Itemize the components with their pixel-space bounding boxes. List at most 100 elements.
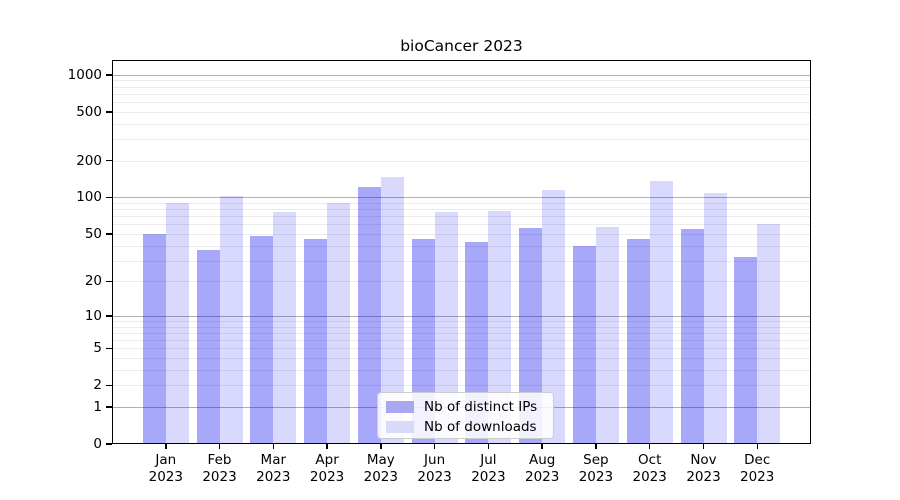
x-tick-mark bbox=[487, 444, 490, 449]
gridline-minor bbox=[112, 245, 811, 247]
x-tick-month: Jun bbox=[424, 452, 446, 468]
bar-distinct-ips bbox=[734, 257, 758, 444]
x-tick-year: 2023 bbox=[417, 469, 452, 485]
gridline-minor bbox=[112, 385, 811, 387]
bar-downloads bbox=[219, 196, 243, 444]
x-tick-year: 2023 bbox=[525, 469, 560, 485]
y-tick-label: 20 bbox=[84, 273, 102, 290]
bar-downloads bbox=[757, 224, 781, 444]
gridline-minor bbox=[112, 216, 811, 218]
gridline-minor bbox=[112, 321, 811, 322]
x-tick-label: Jul 2023 bbox=[460, 452, 516, 486]
x-tick-month: Jan bbox=[155, 452, 177, 468]
x-tick-label: Feb 2023 bbox=[192, 452, 248, 486]
x-tick-mark bbox=[272, 444, 275, 449]
y-tick-mark bbox=[106, 280, 112, 283]
gridline-minor bbox=[112, 86, 811, 88]
chart-title: bioCancer 2023 bbox=[400, 37, 523, 55]
y-tick-mark bbox=[106, 406, 112, 408]
y-tick-label: 5 bbox=[93, 340, 102, 357]
x-tick-mark bbox=[165, 444, 167, 449]
y-tick-label: 2 bbox=[93, 377, 102, 394]
x-tick-label: Mar 2023 bbox=[245, 452, 301, 486]
x-tick-mark bbox=[756, 444, 758, 449]
bar-distinct-ips bbox=[304, 239, 328, 444]
y-tick-mark bbox=[106, 315, 112, 317]
x-tick-month: Feb bbox=[207, 452, 232, 468]
y-tick-label: 50 bbox=[84, 225, 102, 242]
x-tick-label: Aug 2023 bbox=[514, 452, 570, 486]
bar-downloads bbox=[703, 192, 727, 444]
bar-downloads bbox=[434, 211, 458, 444]
x-tick-month: May bbox=[366, 452, 395, 468]
x-tick-label: Sep 2023 bbox=[568, 452, 624, 486]
x-tick-label: May 2023 bbox=[353, 452, 409, 486]
gridline-minor bbox=[112, 160, 811, 162]
bar-distinct-ips bbox=[572, 245, 596, 444]
x-tick-label: Jan 2023 bbox=[138, 452, 194, 486]
x-tick-month: Aug bbox=[529, 452, 556, 468]
gridline-minor bbox=[112, 233, 811, 235]
gridline-minor bbox=[112, 358, 811, 359]
legend-swatch-distinct-ips bbox=[386, 400, 414, 413]
x-tick-year: 2023 bbox=[148, 469, 183, 485]
x-tick-label: Jun 2023 bbox=[407, 452, 463, 486]
x-tick-month: Oct bbox=[638, 452, 662, 468]
y-tick-label: 0 bbox=[93, 436, 102, 452]
bar-downloads bbox=[327, 203, 351, 444]
x-tick-year: 2023 bbox=[471, 469, 506, 485]
legend-label-downloads: Nb of downloads bbox=[424, 418, 537, 435]
x-tick-month: Nov bbox=[690, 452, 717, 468]
x-tick-month: Mar bbox=[260, 452, 287, 468]
bar-distinct-ips bbox=[680, 228, 704, 444]
bar-distinct-ips bbox=[196, 249, 220, 444]
bar-downloads bbox=[273, 211, 297, 444]
y-tick-mark bbox=[106, 74, 112, 76]
y-tick-label: 1000 bbox=[67, 66, 102, 83]
bar-downloads bbox=[165, 203, 189, 444]
x-tick-mark bbox=[648, 444, 651, 449]
x-tick-year: 2023 bbox=[309, 469, 345, 485]
gridline-minor bbox=[112, 281, 811, 283]
x-tick-year: 2023 bbox=[740, 469, 775, 485]
x-tick-label: Dec 2023 bbox=[729, 452, 785, 486]
legend-swatch-downloads bbox=[386, 420, 414, 433]
gridline-major bbox=[112, 197, 811, 199]
bar-downloads bbox=[649, 180, 673, 444]
y-tick-mark bbox=[106, 384, 112, 386]
gridline-minor bbox=[112, 123, 811, 125]
x-tick-mark bbox=[433, 444, 436, 449]
y-tick-label: 1 bbox=[93, 399, 102, 415]
bar-downloads bbox=[542, 190, 566, 444]
x-tick-year: 2023 bbox=[256, 469, 291, 485]
bar-downloads bbox=[595, 227, 619, 444]
y-tick-label: 200 bbox=[76, 152, 102, 169]
gridline-major bbox=[112, 74, 811, 76]
gridline-minor bbox=[112, 369, 811, 371]
x-tick-mark bbox=[541, 444, 543, 449]
gridline-minor bbox=[112, 326, 811, 328]
legend: Nb of distinct IPs Nb of downloads bbox=[377, 392, 554, 439]
bar-distinct-ips bbox=[357, 186, 381, 444]
x-tick-month: Jul bbox=[480, 452, 497, 468]
gridline-minor bbox=[112, 139, 811, 140]
plot-area bbox=[112, 60, 811, 444]
gridline-minor bbox=[112, 209, 811, 211]
x-tick-year: 2023 bbox=[632, 469, 667, 485]
x-tick-label: Apr 2023 bbox=[299, 452, 355, 486]
bar-downloads bbox=[380, 176, 404, 444]
x-tick-month: Sep bbox=[583, 452, 609, 468]
x-tick-mark bbox=[326, 444, 328, 449]
bar-distinct-ips bbox=[142, 233, 166, 444]
y-tick-label: 100 bbox=[76, 189, 102, 206]
y-tick-mark bbox=[106, 196, 112, 199]
y-tick-mark bbox=[106, 443, 112, 445]
x-tick-mark bbox=[218, 444, 221, 449]
x-tick-mark bbox=[380, 444, 382, 449]
x-tick-month: Dec bbox=[744, 452, 771, 468]
legend-label-distinct-ips: Nb of distinct IPs bbox=[424, 398, 538, 415]
gridline-minor bbox=[112, 348, 811, 350]
x-tick-year: 2023 bbox=[363, 469, 398, 485]
bar-downloads bbox=[488, 211, 512, 444]
